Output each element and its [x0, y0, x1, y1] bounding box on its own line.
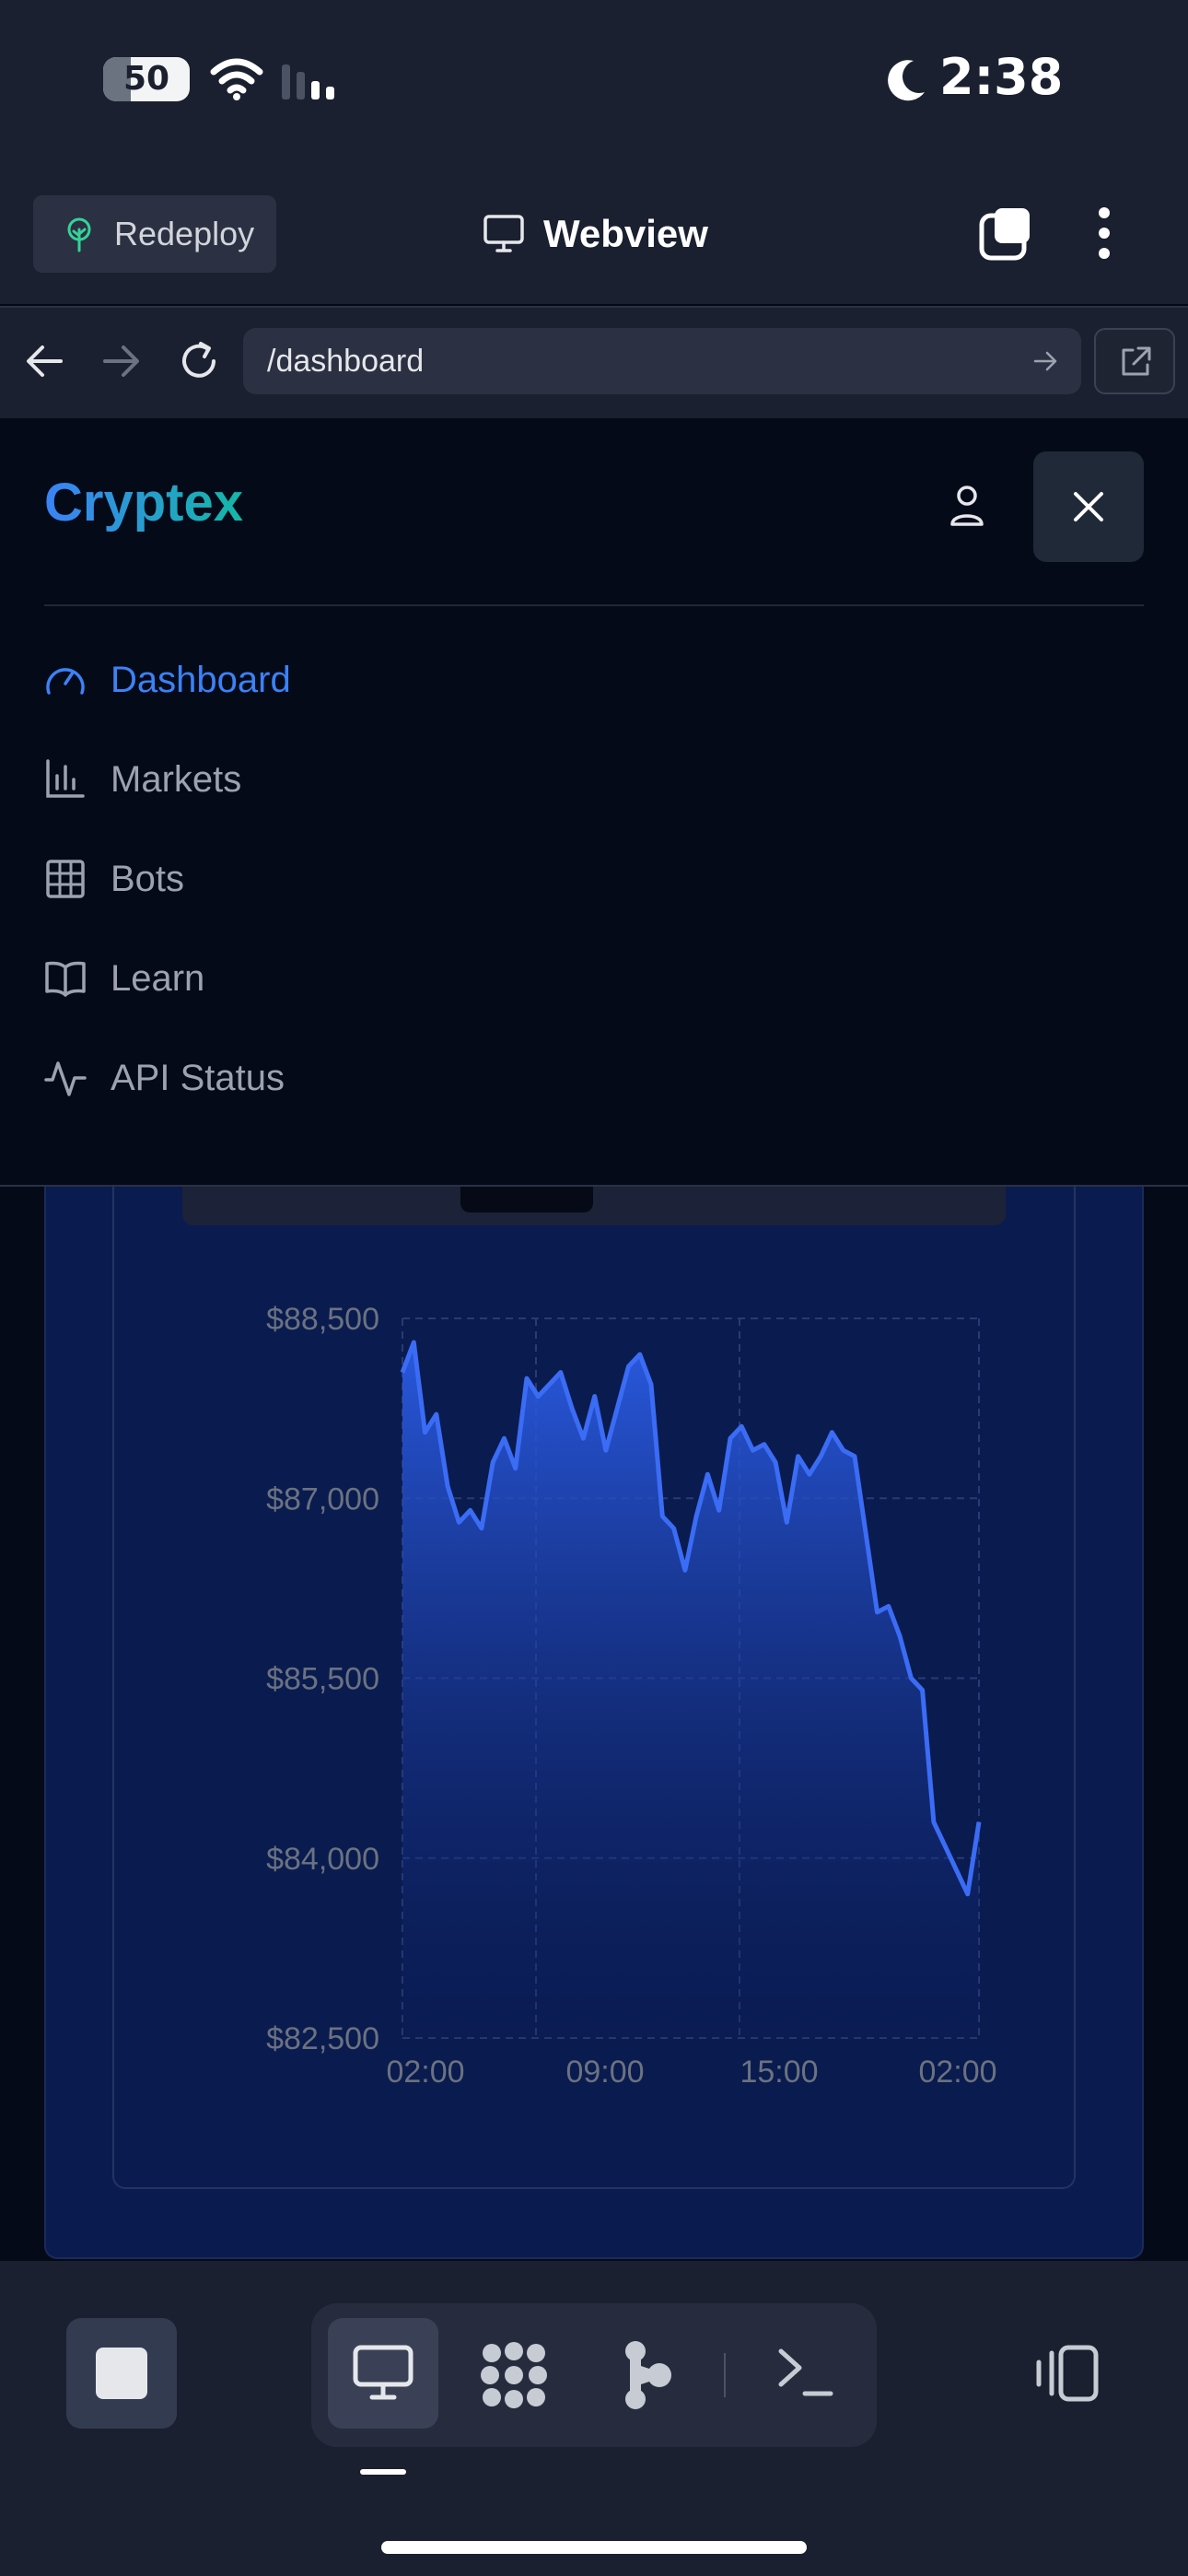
- tool-separator: [724, 2353, 726, 2397]
- go-arrow-icon[interactable]: [1033, 350, 1059, 372]
- home-indicator: [381, 2541, 807, 2554]
- redeploy-label: Redeploy: [114, 215, 255, 252]
- user-icon[interactable]: [949, 485, 985, 527]
- status-bar: [0, 0, 1188, 166]
- stop-button[interactable]: [66, 2318, 177, 2429]
- x-tick-label: 02:00: [918, 2055, 996, 2090]
- price-line: [400, 1340, 982, 1897]
- book-icon: [45, 961, 86, 997]
- y-tick-label: $87,000: [266, 1481, 379, 1516]
- nav-item-markets[interactable]: Markets: [44, 743, 597, 816]
- url-text: /dashboard: [267, 344, 425, 379]
- chart-tab-handle: [460, 1185, 593, 1212]
- active-tool-indicator: [360, 2469, 406, 2475]
- external-link-icon: [1122, 346, 1151, 376]
- y-tick-label: $85,500: [266, 1662, 379, 1697]
- y-tick-label: $88,500: [266, 1302, 379, 1337]
- back-icon[interactable]: [24, 343, 64, 380]
- y-tick-label: $82,500: [266, 2021, 379, 2056]
- wifi-icon: [210, 58, 263, 100]
- x-tick-label: 09:00: [565, 2055, 644, 2090]
- signal-icon: [282, 64, 334, 100]
- more-icon[interactable]: [1092, 205, 1116, 262]
- url-input[interactable]: /dashboard: [243, 328, 1081, 394]
- nav-item-api-status[interactable]: API Status: [44, 1041, 597, 1115]
- nav-item-bots[interactable]: Bots: [44, 842, 597, 916]
- forward-icon[interactable]: [101, 343, 142, 380]
- chart-tab-strip: [182, 1185, 1006, 1225]
- brand-logo[interactable]: Cryptex: [44, 473, 243, 533]
- apps-icon[interactable]: [479, 2340, 549, 2410]
- branch-icon[interactable]: [623, 2340, 672, 2410]
- nav-label: Learn: [111, 958, 205, 999]
- nav-label: API Status: [111, 1058, 285, 1098]
- redeploy-button[interactable]: Redeploy: [33, 195, 276, 273]
- activity-icon: [44, 1061, 87, 1096]
- nav-label: Dashboard: [111, 660, 291, 700]
- reload-icon[interactable]: [177, 339, 221, 383]
- grid-icon: [46, 860, 85, 898]
- moon-icon: [888, 60, 925, 101]
- monitor-icon: [353, 2345, 413, 2400]
- x-tick-label: 02:00: [386, 2055, 464, 2090]
- stop-icon: [96, 2348, 147, 2399]
- close-icon: [1074, 492, 1103, 521]
- x-tick-label: 15:00: [740, 2055, 818, 2090]
- tool-webview-button[interactable]: [328, 2318, 438, 2429]
- nav-item-dashboard[interactable]: Dashboard: [44, 643, 597, 717]
- nav-divider: [44, 604, 1144, 606]
- chart-panel: [112, 1185, 1076, 2189]
- tabs-icon[interactable]: [978, 205, 1035, 262]
- monitor-icon: [483, 215, 524, 252]
- nav-label: Markets: [111, 759, 242, 800]
- device-rotate-icon[interactable]: [1033, 2344, 1100, 2403]
- page-title: Webview: [543, 212, 708, 255]
- open-external-button[interactable]: [1094, 328, 1175, 394]
- price-area: [402, 1342, 979, 2038]
- status-time: 2:38: [939, 48, 1064, 106]
- y-tick-label: $84,000: [266, 1842, 379, 1877]
- tree-icon: [67, 217, 91, 252]
- terminal-icon[interactable]: [777, 2346, 834, 2399]
- nav-menu: [0, 418, 1188, 1187]
- battery-indicator: 50: [103, 57, 190, 101]
- gauge-icon: [46, 668, 85, 695]
- close-menu-button[interactable]: [1033, 451, 1144, 562]
- price-chart: $88,500 $87,000 $85,500 $84,000 $82,500 02:0…: [266, 1302, 996, 2090]
- bar-chart-icon: [46, 759, 85, 798]
- nav-item-learn[interactable]: Learn: [44, 942, 597, 1015]
- nav-label: Bots: [111, 859, 185, 899]
